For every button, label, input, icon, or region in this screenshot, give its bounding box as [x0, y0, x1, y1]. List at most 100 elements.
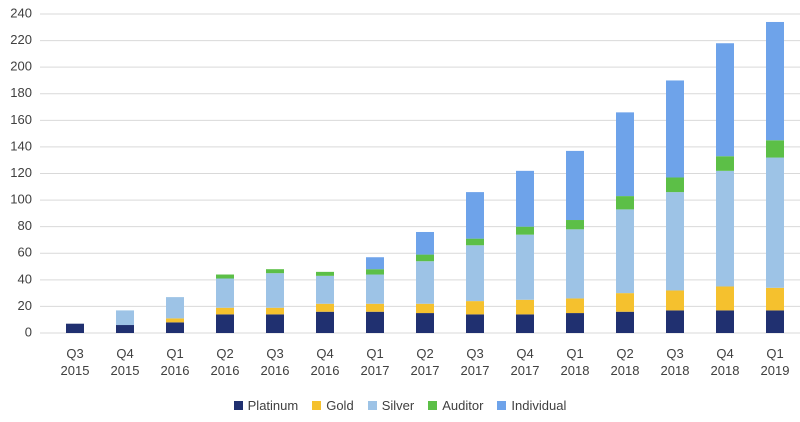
y-tick-label: 100: [10, 192, 32, 207]
y-tick-label: 240: [10, 5, 32, 20]
y-tick-label: 160: [10, 112, 32, 127]
x-tick-label: Q1 2019: [760, 346, 790, 378]
legend-label: Auditor: [442, 398, 484, 413]
bar-segment: [666, 177, 684, 193]
x-tick-label: Q2 2018: [610, 346, 640, 378]
legend-label: Platinum: [247, 398, 299, 413]
bar-segment: [416, 231, 434, 255]
bar-segment: [216, 278, 234, 308]
x-tick-label: Q4 2017: [510, 346, 540, 378]
bar-segment: [516, 226, 534, 235]
legend-item: Auditor: [428, 398, 483, 413]
bar-segment: [766, 310, 784, 333]
bar-segment: [566, 313, 584, 333]
bar-segment: [466, 245, 484, 302]
legend-swatch: [312, 401, 322, 410]
bar-segment: [466, 238, 484, 246]
bar-segment: [666, 290, 684, 311]
y-tick-label: 80: [18, 218, 32, 233]
legend-swatch: [233, 401, 243, 410]
bar-segment: [216, 274, 234, 279]
bar-segment: [766, 157, 784, 288]
bar-segment: [266, 314, 284, 333]
bar-segment: [416, 313, 434, 333]
bar-segment: [616, 209, 634, 294]
bar-segment: [616, 196, 634, 210]
bar-segment: [516, 314, 534, 333]
y-tick-label: 0: [25, 324, 32, 339]
bar-segment: [66, 323, 84, 333]
legend: Platinum Gold Silver Auditor Individual: [0, 398, 800, 413]
y-tick-label: 120: [10, 165, 32, 180]
legend-label: Silver: [381, 398, 415, 413]
bar-segment: [316, 311, 334, 333]
bar-segment: [716, 156, 734, 171]
bar-segment: [266, 307, 284, 315]
bar-segment: [416, 261, 434, 304]
bar-segment: [466, 301, 484, 315]
bar-segment: [616, 112, 634, 197]
x-tick-label: Q3 2018: [660, 346, 690, 378]
bar-segment: [116, 310, 134, 326]
bar-segment: [366, 257, 384, 270]
y-tick-label: 180: [10, 85, 32, 100]
bar-segment: [516, 234, 534, 300]
legend-label: Individual: [511, 398, 567, 413]
x-tick-label: Q4 2018: [710, 346, 740, 378]
bar-segment: [516, 170, 534, 227]
x-tick-label: Q3 2017: [460, 346, 490, 378]
y-tick-label: 60: [18, 245, 32, 260]
legend-item: Individual: [497, 398, 566, 413]
x-tick-label: Q1 2017: [360, 346, 390, 378]
bar-segment: [216, 314, 234, 333]
bar-segment: [316, 275, 334, 304]
bar-segment: [766, 140, 784, 158]
x-tick-label: Q4 2016: [310, 346, 340, 378]
bar-segment: [216, 307, 234, 315]
bar-segment: [716, 170, 734, 287]
legend-item: Silver: [367, 398, 415, 413]
y-tick-label: 140: [10, 138, 32, 153]
bar-segment: [566, 220, 584, 230]
bar-segment: [666, 192, 684, 291]
legend-swatch: [497, 401, 507, 410]
x-tick-label: Q2 2017: [410, 346, 440, 378]
legend-swatch: [428, 401, 438, 410]
x-tick-label: Q3 2015: [60, 346, 90, 378]
bar-segment: [416, 303, 434, 314]
x-tick-label: Q1 2018: [560, 346, 590, 378]
bar-segment: [666, 80, 684, 178]
legend-item: Gold: [312, 398, 354, 413]
bar-segment: [716, 43, 734, 157]
bar-segment: [416, 254, 434, 262]
x-tick-label: Q3 2016: [260, 346, 290, 378]
y-tick-label: 220: [10, 32, 32, 47]
bar-segment: [116, 325, 134, 333]
bar-segment: [566, 298, 584, 314]
bar-segment: [366, 311, 384, 333]
legend-label: Gold: [326, 398, 354, 413]
bar-segment: [466, 314, 484, 333]
bar-segment: [166, 322, 184, 333]
y-tick-label: 40: [18, 271, 32, 286]
y-tick-label: 200: [10, 59, 32, 74]
bar-segment: [166, 297, 184, 319]
bar-segment: [366, 303, 384, 312]
bar-segment: [716, 286, 734, 311]
bar-segment: [716, 310, 734, 333]
bar-segment: [566, 150, 584, 221]
bar-segment: [566, 229, 584, 299]
bar-segment: [316, 271, 334, 276]
x-tick-label: Q4 2015: [110, 346, 140, 378]
bar-segment: [616, 293, 634, 312]
bar-segment: [366, 274, 384, 304]
y-tick-label: 20: [18, 298, 32, 313]
bar-segment: [666, 310, 684, 333]
legend-item: Platinum: [233, 398, 299, 413]
bar-segment: [466, 192, 484, 239]
x-tick-label: Q1 2016: [160, 346, 190, 378]
bar-segment: [766, 21, 784, 141]
bar-segment: [516, 299, 534, 315]
